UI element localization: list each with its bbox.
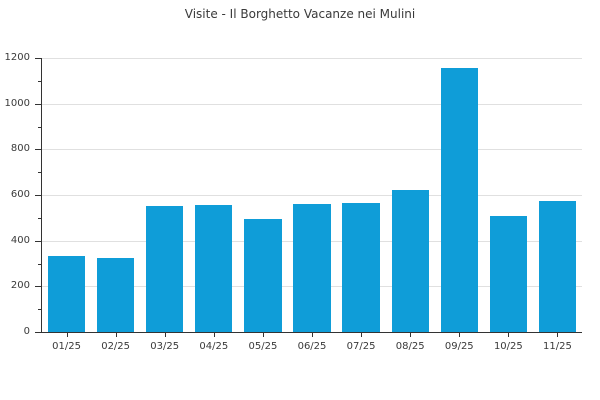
y-tick-major-200 <box>35 286 42 288</box>
bar-slot-03-25 <box>140 58 189 332</box>
x-tick-label-10-25: 10/25 <box>493 341 523 352</box>
bar-slot-09-25 <box>435 58 484 332</box>
x-tick-10-25 <box>508 333 510 337</box>
y-tick-label-800: 800 <box>10 143 30 155</box>
y-tick-label-400: 400 <box>10 234 30 246</box>
y-tick-major-1200 <box>35 58 42 59</box>
y-tick-label-1200: 1200 <box>4 52 30 63</box>
gridline-800 <box>42 149 582 151</box>
bar-07-25 <box>342 203 380 332</box>
x-tick-05-25 <box>262 333 264 337</box>
bar-08-25 <box>391 190 429 332</box>
y-tick-major-1000 <box>35 103 42 105</box>
bar-10-25 <box>489 215 528 332</box>
y-tick-minor-300 <box>38 263 42 265</box>
x-tick-label-06-25: 06/25 <box>297 341 327 352</box>
x-tick-label-02-25: 02/25 <box>101 341 131 352</box>
bar-11-25 <box>538 200 577 332</box>
y-tick-minor-500 <box>38 217 42 219</box>
x-tick-08-25 <box>410 333 412 337</box>
x-tick-03-25 <box>164 333 166 337</box>
gridline-1200 <box>42 58 582 59</box>
x-tick-09-25 <box>459 333 461 337</box>
bars-container <box>42 58 582 332</box>
bar-02-25 <box>96 257 135 332</box>
y-tick-major-600 <box>35 195 42 196</box>
x-tick-label-09-25: 09/25 <box>444 341 474 352</box>
y-tick-major-400 <box>35 240 42 242</box>
bar-slot-07-25 <box>337 58 386 332</box>
bar-slot-06-25 <box>287 58 336 332</box>
x-tick-07-25 <box>361 333 363 337</box>
y-tick-minor-1100 <box>38 80 42 82</box>
bar-slot-02-25 <box>91 58 140 332</box>
y-tick-minor-700 <box>38 172 42 174</box>
bar-03-25 <box>146 206 184 332</box>
plot-area <box>41 58 582 333</box>
x-tick-label-07-25: 07/25 <box>346 341 376 352</box>
x-tick-11-25 <box>557 333 559 337</box>
x-tick-label-03-25: 03/25 <box>150 341 180 352</box>
gridline-1000 <box>42 103 582 105</box>
x-tick-label-04-25: 04/25 <box>199 341 229 352</box>
bar-slot-05-25 <box>238 58 287 332</box>
gridline-600 <box>42 195 582 196</box>
y-tick-minor-900 <box>38 126 42 128</box>
bar-04-25 <box>195 205 233 332</box>
bar-slot-01-25 <box>42 58 91 332</box>
x-tick-06-25 <box>312 333 313 337</box>
x-tick-01-25 <box>66 333 68 337</box>
x-tick-label-05-25: 05/25 <box>248 341 278 352</box>
chart-title: Visite - Il Borghetto Vacanze nei Mulini <box>184 7 416 21</box>
y-tick-label-0: 0 <box>23 326 30 337</box>
x-tick-02-25 <box>115 333 117 337</box>
x-tick-label-01-25: 01/25 <box>52 341 81 352</box>
y-tick-major-0 <box>35 332 42 333</box>
bar-slot-04-25 <box>189 58 238 332</box>
y-tick-minor-100 <box>38 309 42 311</box>
x-tick-label-08-25: 08/25 <box>395 341 425 352</box>
y-tick-major-800 <box>35 149 42 151</box>
bar-slot-11-25 <box>533 58 582 332</box>
y-tick-label-1000: 1000 <box>4 97 30 109</box>
y-tick-label-200: 200 <box>10 280 30 292</box>
x-tick-label-11-25: 11/25 <box>543 341 572 352</box>
bar-05-25 <box>244 218 282 332</box>
bar-01-25 <box>47 255 86 332</box>
bar-06-25 <box>293 204 331 332</box>
bar-09-25 <box>440 68 478 332</box>
bar-slot-10-25 <box>484 58 533 332</box>
bar-slot-08-25 <box>386 58 435 332</box>
y-tick-label-600: 600 <box>10 189 30 200</box>
x-tick-04-25 <box>213 333 215 337</box>
